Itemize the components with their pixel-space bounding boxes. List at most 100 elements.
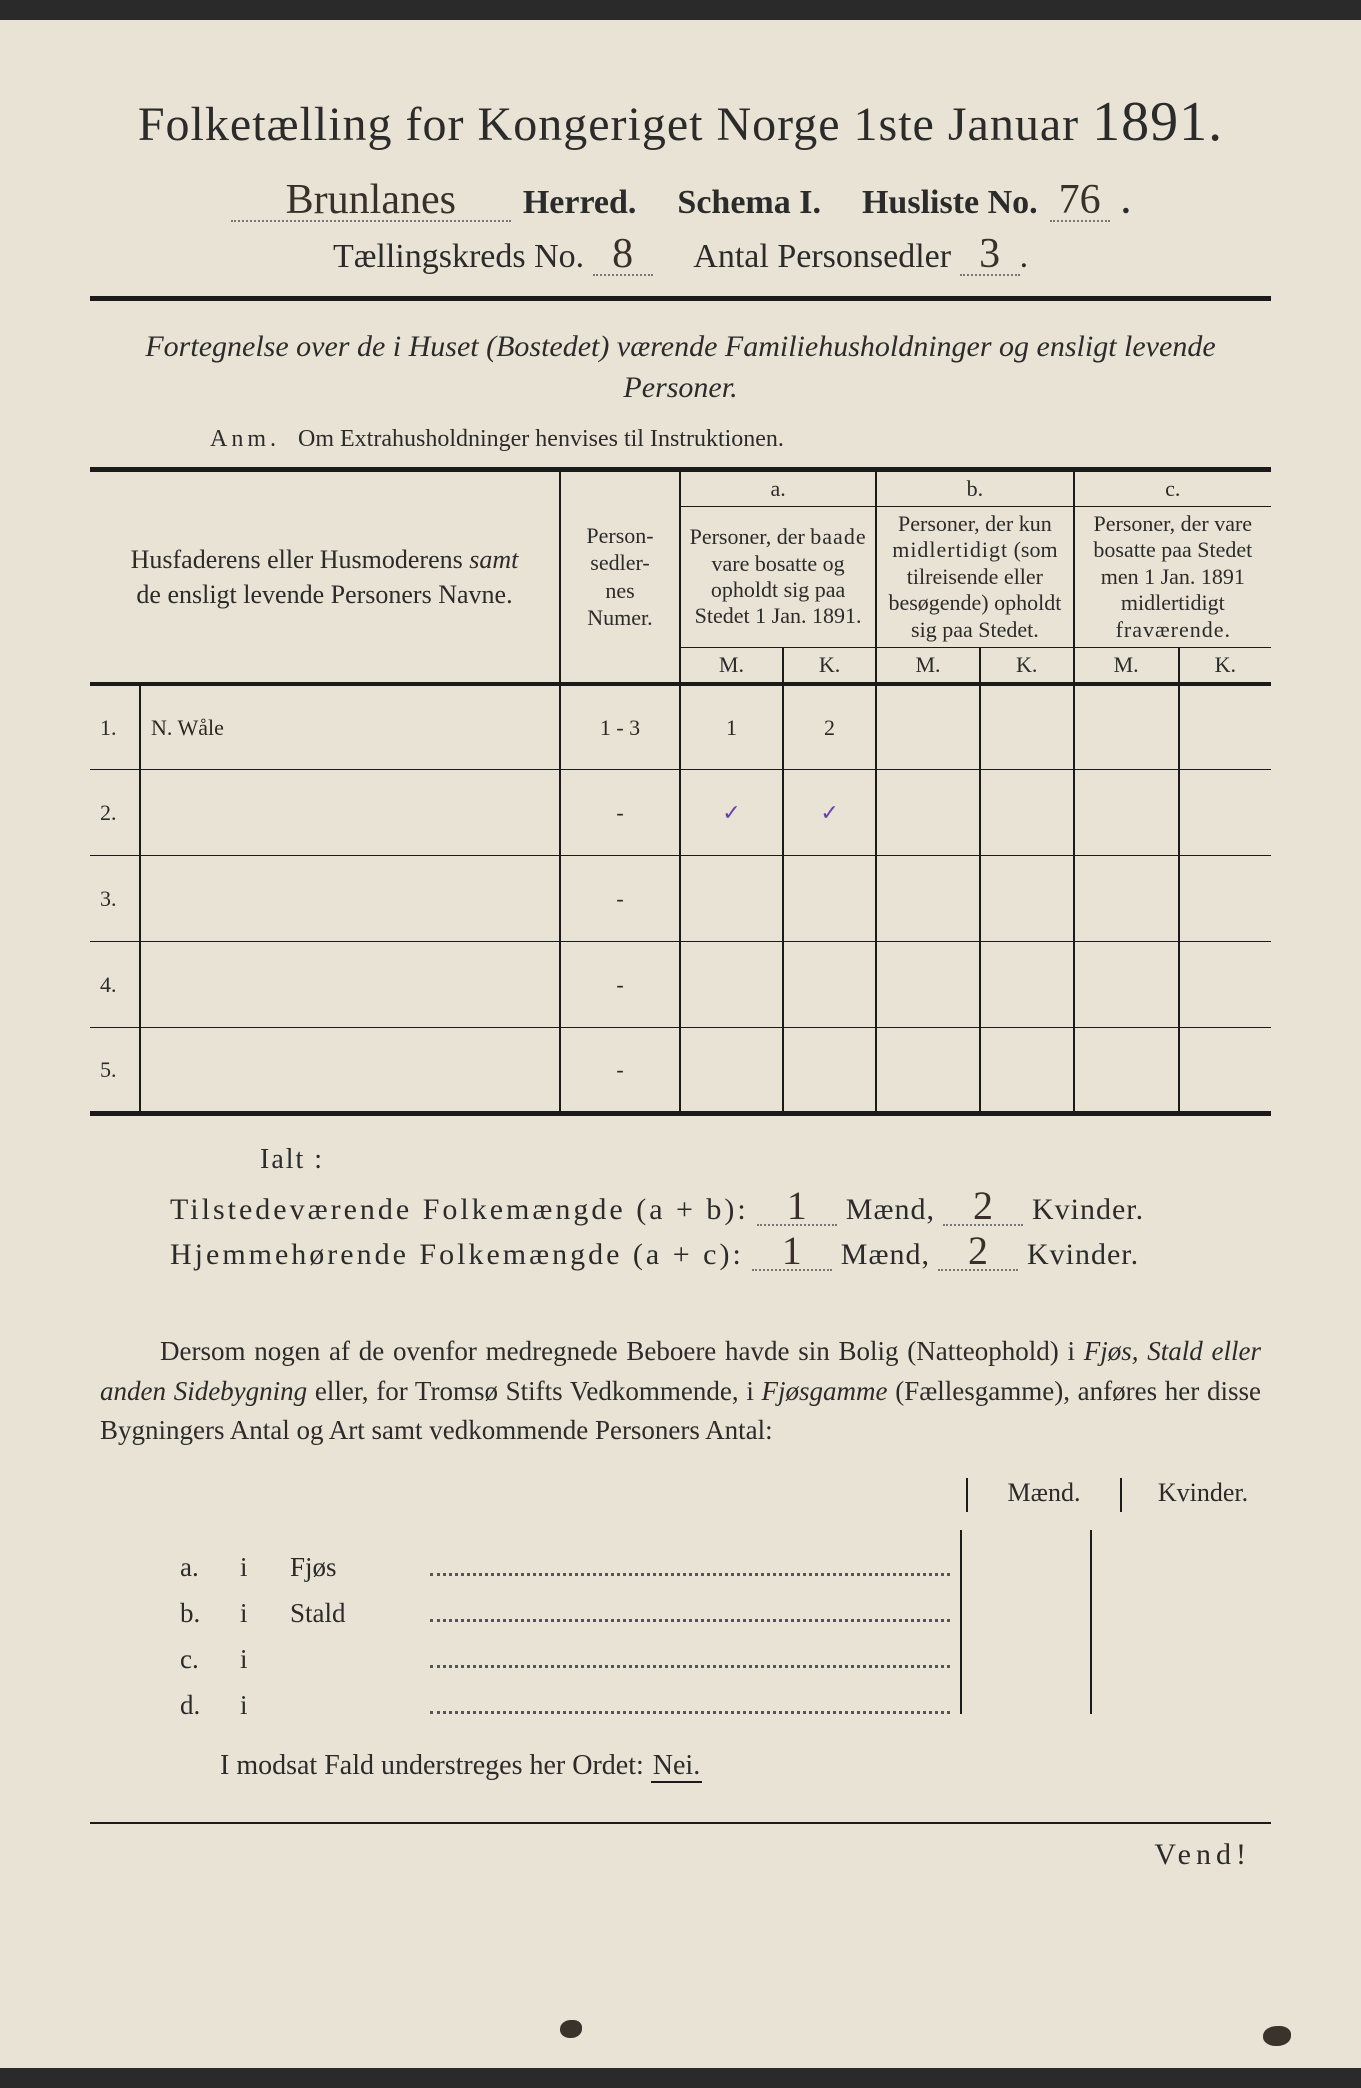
sum1-label: Tilstedeværende Folkemængde (a + b): [170,1193,749,1226]
row-name: N. Wåle [140,684,560,770]
row-personseddel: - [560,1028,680,1114]
sum2-k: 2 [938,1233,1018,1271]
table-row: 4. - [90,942,1271,1028]
row-a-m [680,856,783,942]
sum2-mlbl: Mænd, [841,1238,930,1271]
col-c-letter: c. [1074,470,1271,507]
sum1-k: 2 [943,1188,1023,1226]
sub-letter: b. [180,1598,240,1629]
row-b-m [876,684,980,770]
sub-dots [430,1648,950,1668]
mk-m: Mænd. [984,1478,1104,1512]
col-b-k: K. [980,647,1074,684]
row-personseddel: - [560,942,680,1028]
row-a-m [680,942,783,1028]
col-nums-header: Person-sedler-nesNumer. [567,522,673,632]
row-name [140,770,560,856]
row-b-m [876,856,980,942]
row-b-k [980,1028,1074,1114]
row-c-k [1179,856,1271,942]
main-table: Husfaderens eller Husmoderens samt de en… [90,467,1271,1116]
sub-letter: c. [180,1644,240,1675]
subtable-row: a.iFjøs [180,1530,1271,1576]
header-line-herred: Brunlanes Herred. Schema I. Husliste No.… [90,182,1271,222]
row-a-m: 1 [680,684,783,770]
col-a-m: M. [680,647,783,684]
row-b-k [980,856,1074,942]
kreds-label: Tællingskreds No. [333,238,584,275]
sum1-mlbl: Mænd, [846,1193,935,1226]
row-c-m [1074,684,1179,770]
row-number: 2. [90,770,140,856]
sub-letter: a. [180,1552,240,1583]
dwelling-subtable: a.iFjøsb.iStaldc.id.i [180,1530,1271,1714]
row-c-m [1074,1028,1179,1114]
row-personseddel: - [560,856,680,942]
sub-col-k [1090,1530,1220,1576]
table-row: 3.- [90,856,1271,942]
antal-value: 3 [960,236,1020,276]
sub-col-k [1090,1622,1220,1668]
row-a-m [680,1028,783,1114]
row-b-m [876,942,980,1028]
row-a-m: ✓ [680,770,783,856]
husliste-label: Husliste No. [862,184,1038,222]
sub-i: i [240,1690,290,1721]
col-names-header: Husfaderens eller Husmoderens samt de en… [96,542,553,612]
anm-line: Anm. Om Extrahusholdninger henvises til … [210,426,1271,453]
table-row: 1.N. Wåle1 - 312 [90,684,1271,770]
row-b-k [980,770,1074,856]
row-a-k [783,942,876,1028]
row-a-k [783,856,876,942]
header-line-kreds: Tællingskreds No. 8 Antal Personsedler 3… [90,236,1271,276]
subtable-row: d.i [180,1668,1271,1714]
title-text: Folketælling for Kongeriget Norge 1ste J… [138,98,1079,151]
vend-label: Vend! [90,1838,1271,1872]
kreds-value: 8 [593,236,653,276]
row-b-k [980,684,1074,770]
antal-label: Antal Personsedler [693,238,951,275]
row-personseddel: 1 - 3 [560,684,680,770]
row-name [140,856,560,942]
col-b-letter: b. [876,470,1073,507]
sum1-m: 1 [757,1188,837,1226]
row-b-k [980,942,1074,1028]
ink-blot [1263,2026,1291,2046]
row-b-m [876,770,980,856]
page-title: Folketælling for Kongeriget Norge 1ste J… [90,90,1271,154]
sub-i: i [240,1598,290,1629]
sub-name: Stald [290,1598,430,1629]
row-c-m [1074,942,1179,1028]
husliste-no: 76 [1050,182,1110,222]
row-b-m [876,1028,980,1114]
sum1-klbl: Kvinder. [1032,1193,1144,1226]
sub-dots [430,1602,950,1622]
schema-label: Schema I. [677,184,821,222]
sum2-label: Hjemmehørende Folkemængde (a + c): [170,1238,744,1271]
ink-blot [560,2020,582,2038]
table-row: 2.-✓✓ [90,770,1271,856]
anm-label: Anm. [210,426,280,452]
anm-text: Om Extrahusholdninger henvises til Instr… [298,426,784,452]
herred-value: Brunlanes [231,182,511,222]
row-name [140,1028,560,1114]
sub-i: i [240,1644,290,1675]
col-a-letter: a. [680,470,876,507]
col-c-k: K. [1179,647,1271,684]
modsat-line: I modsat Fald understreges her Ordet: Ne… [220,1750,1271,1782]
row-c-m [1074,770,1179,856]
row-c-m [1074,856,1179,942]
col-a-k: K. [783,647,876,684]
row-number: 4. [90,942,140,1028]
herred-label: Herred. [523,184,637,222]
col-b-header: Personer, der kun midlertidigt (som tilr… [883,511,1066,643]
sub-col-k [1090,1576,1220,1622]
sub-name: Fjøs [290,1552,430,1583]
row-a-k: ✓ [783,770,876,856]
row-personseddel: - [560,770,680,856]
sub-i: i [240,1552,290,1583]
col-c-header: Personer, der vare bosatte paa Stedet me… [1081,511,1265,643]
paragraph-dwelling: Dersom nogen af de ovenfor medregnede Be… [100,1332,1261,1449]
col-a-header: Personer, der baade vare bosatte og opho… [687,524,869,630]
row-c-k [1179,1028,1271,1114]
